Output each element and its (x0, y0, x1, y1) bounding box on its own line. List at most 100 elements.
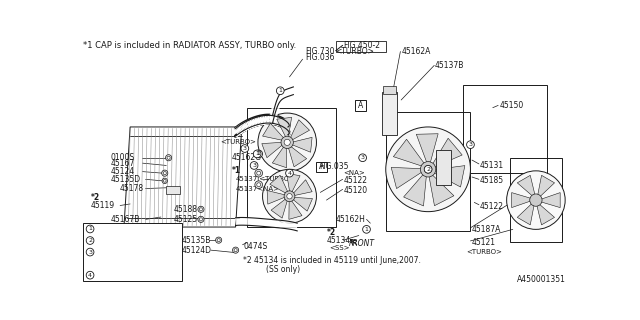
Polygon shape (278, 118, 282, 125)
Polygon shape (538, 175, 554, 197)
Polygon shape (275, 220, 277, 228)
Polygon shape (278, 94, 284, 100)
Text: 1: 1 (255, 151, 259, 156)
Circle shape (281, 136, 293, 148)
Polygon shape (262, 123, 284, 140)
Polygon shape (272, 116, 275, 124)
Polygon shape (278, 93, 284, 99)
Polygon shape (276, 96, 283, 101)
Polygon shape (248, 120, 252, 127)
Polygon shape (279, 118, 284, 126)
Polygon shape (287, 221, 289, 229)
Polygon shape (285, 124, 291, 130)
Text: 0100S: 0100S (111, 153, 135, 162)
Text: 45137I<TURBO>: 45137I<TURBO> (236, 176, 296, 182)
Circle shape (198, 206, 204, 212)
Text: FRONT: FRONT (349, 239, 375, 249)
Polygon shape (271, 107, 279, 110)
Polygon shape (272, 106, 280, 109)
Bar (382, 92, 397, 135)
Polygon shape (124, 127, 242, 227)
Text: <SS>: <SS> (330, 245, 350, 251)
Text: *2: *2 (326, 228, 335, 237)
Polygon shape (285, 124, 291, 129)
Polygon shape (252, 218, 254, 226)
Text: *1: *1 (232, 166, 241, 175)
Polygon shape (272, 220, 274, 227)
Bar (383, 86, 396, 94)
Polygon shape (262, 142, 282, 158)
Text: 45125: 45125 (174, 215, 198, 224)
Polygon shape (289, 88, 292, 95)
Bar (386, 112, 470, 231)
Polygon shape (290, 88, 293, 95)
Circle shape (198, 216, 204, 222)
Circle shape (363, 226, 371, 233)
Polygon shape (255, 218, 257, 226)
Polygon shape (279, 92, 285, 99)
Text: 45167B: 45167B (111, 215, 140, 224)
Polygon shape (268, 219, 270, 227)
Polygon shape (266, 115, 268, 123)
Bar (316, 162, 327, 172)
Polygon shape (272, 105, 280, 108)
Circle shape (217, 239, 220, 242)
Polygon shape (274, 100, 281, 104)
Circle shape (467, 141, 474, 148)
Polygon shape (270, 175, 288, 193)
Polygon shape (273, 102, 280, 106)
Polygon shape (236, 218, 238, 225)
Text: FIG.035: FIG.035 (319, 163, 348, 172)
Polygon shape (256, 117, 259, 125)
Text: 3: 3 (88, 250, 92, 255)
Polygon shape (252, 118, 257, 126)
Text: W170064: W170064 (99, 224, 136, 234)
Polygon shape (277, 95, 284, 100)
Polygon shape (293, 197, 312, 211)
Text: A450001351: A450001351 (516, 275, 566, 284)
Polygon shape (269, 115, 277, 117)
Polygon shape (540, 193, 560, 208)
Bar (436, 150, 451, 185)
Polygon shape (271, 111, 278, 114)
Polygon shape (254, 117, 258, 125)
Text: 45150: 45150 (500, 101, 524, 110)
Polygon shape (273, 220, 275, 228)
Text: FIG.036: FIG.036 (305, 53, 334, 62)
Polygon shape (282, 120, 287, 127)
Polygon shape (257, 218, 259, 226)
Circle shape (253, 150, 261, 158)
Circle shape (257, 171, 260, 175)
Circle shape (86, 225, 94, 233)
Polygon shape (277, 117, 281, 125)
Text: 45134: 45134 (326, 236, 351, 245)
Bar (509, 158, 562, 243)
Circle shape (276, 87, 284, 95)
Text: 45162G: 45162G (232, 153, 262, 162)
Bar (463, 84, 547, 173)
Text: 2: 2 (88, 238, 92, 243)
Polygon shape (285, 125, 292, 130)
Polygon shape (259, 116, 262, 124)
Text: 45122: 45122 (480, 202, 504, 211)
Text: 45121: 45121 (471, 238, 495, 247)
Polygon shape (246, 218, 248, 225)
Polygon shape (268, 115, 269, 123)
Polygon shape (242, 218, 243, 225)
Polygon shape (273, 103, 280, 107)
Circle shape (255, 151, 262, 157)
Text: <TURBO>: <TURBO> (220, 139, 256, 145)
Text: 0474S: 0474S (243, 242, 268, 251)
Text: 45178: 45178 (120, 184, 144, 193)
Circle shape (424, 165, 432, 173)
Polygon shape (269, 219, 271, 227)
Text: <TURBO>: <TURBO> (467, 250, 502, 255)
Text: 45124D: 45124D (182, 246, 212, 255)
Circle shape (257, 152, 260, 156)
Bar (166, 186, 180, 194)
Polygon shape (276, 117, 279, 124)
Polygon shape (285, 90, 288, 97)
Text: M250080: M250080 (99, 236, 135, 245)
Polygon shape (517, 203, 534, 225)
Polygon shape (288, 88, 291, 96)
